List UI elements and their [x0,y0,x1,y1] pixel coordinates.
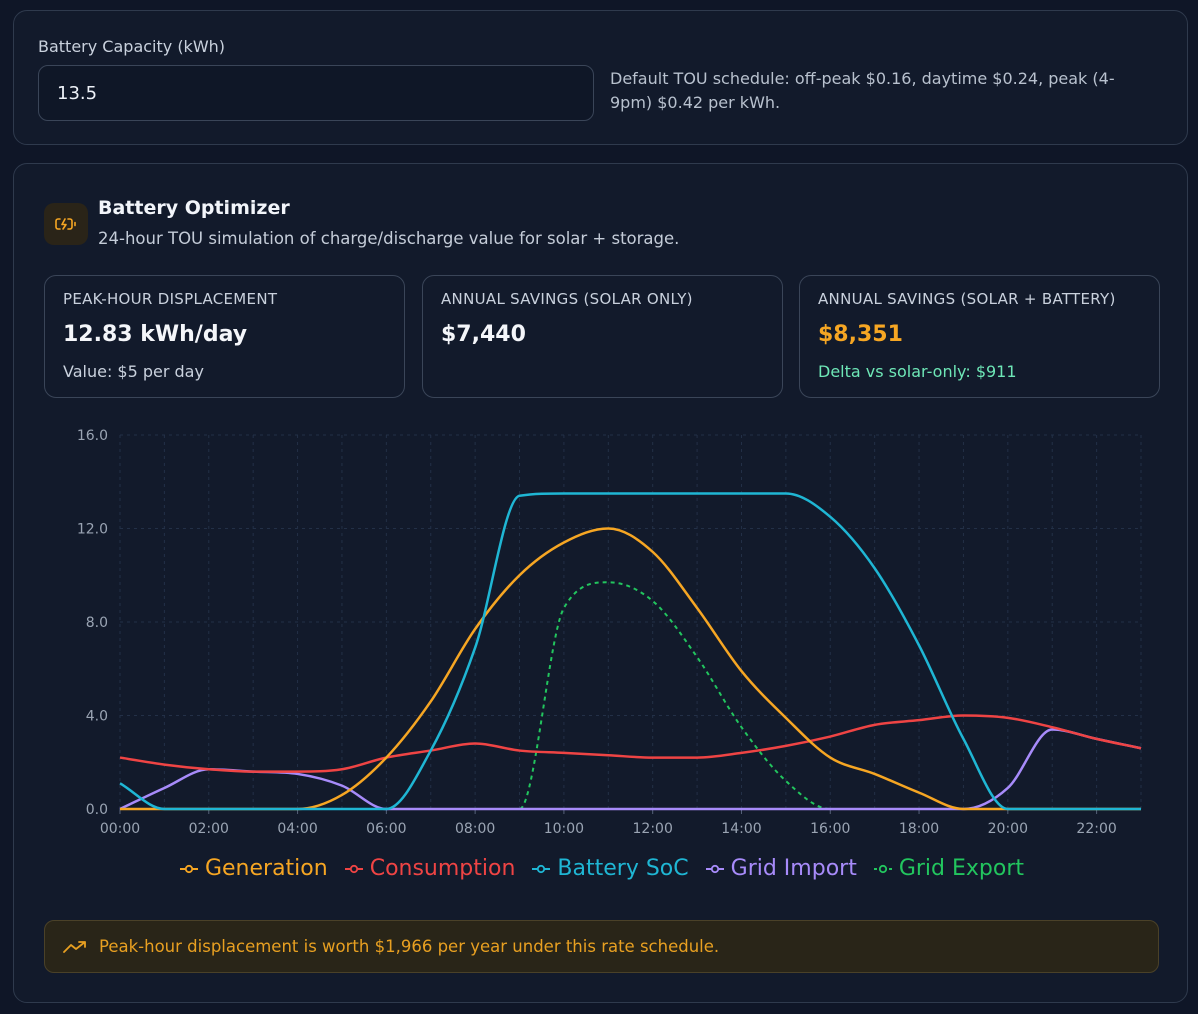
y-tick-label: 4.0 [86,709,108,725]
legend-item-consumption[interactable]: Consumption [344,856,516,881]
series-line-consumption [119,714,1142,773]
battery-optimizer-panel: Battery Optimizer 24-hour TOU simulation… [13,163,1188,1003]
card-value: 12.83 kWh/day [63,322,248,347]
legend-label: Consumption [369,856,516,881]
series-line-grid-export [120,581,1141,810]
battery-capacity-label: Battery Capacity (kWh) [38,37,226,56]
series-line-generation [120,527,1141,811]
savings-alert: Peak-hour displacement is worth $1,966 p… [44,920,1159,973]
x-tick-label: 20:00 [988,821,1028,837]
y-tick-label: 12.0 [77,522,108,538]
battery-capacity-panel: Battery Capacity (kWh) Default TOU sched… [13,10,1188,145]
peak-displacement-card: PEAK-HOUR DISPLACEMENT 12.83 kWh/day Val… [44,275,405,398]
trending-up-icon [63,940,86,953]
x-tick-label: 06:00 [366,821,406,837]
card-sub: Delta vs solar-only: $911 [818,362,1017,381]
y-tick-label: 16.0 [77,428,108,444]
legend-marker-icon [532,864,551,873]
x-tick-label: 12:00 [633,821,673,837]
card-sub: Value: $5 per day [63,362,204,381]
x-tick-label: 04:00 [277,821,317,837]
legend-label: Battery SoC [557,856,689,881]
legend-marker-icon [873,864,892,873]
x-tick-label: 14:00 [721,821,761,837]
solar-battery-savings-card: ANNUAL SAVINGS (SOLAR + BATTERY) $8,351 … [799,275,1160,398]
y-tick-label: 0.0 [86,802,108,818]
x-tick-label: 00:00 [100,821,140,837]
x-tick-label: 16:00 [810,821,850,837]
card-label: ANNUAL SAVINGS (SOLAR + BATTERY) [818,290,1116,308]
legend-item-grid-export[interactable]: Grid Export [873,856,1024,881]
alert-text: Peak-hour displacement is worth $1,966 p… [99,937,720,956]
legend-item-generation[interactable]: Generation [179,856,328,881]
legend-marker-icon [344,864,363,873]
legend-item-battery-soc[interactable]: Battery SoC [531,856,689,881]
x-tick-label: 10:00 [544,821,584,837]
x-tick-label: 02:00 [189,821,229,837]
x-tick-label: 18:00 [899,821,939,837]
x-tick-label: 08:00 [455,821,495,837]
legend-label: Grid Import [730,856,857,881]
optimizer-title: Battery Optimizer [98,197,290,219]
card-label: PEAK-HOUR DISPLACEMENT [63,290,278,308]
legend-item-grid-import[interactable]: Grid Import [705,856,857,881]
y-tick-label: 8.0 [86,615,108,631]
legend-label: Grid Export [898,856,1025,881]
solar-only-savings-card: ANNUAL SAVINGS (SOLAR ONLY) $7,440 [422,275,783,398]
legend-marker-icon [179,864,198,873]
card-value: $8,351 [818,322,903,347]
optimizer-subtitle: 24-hour TOU simulation of charge/dischar… [98,229,680,248]
card-label: ANNUAL SAVINGS (SOLAR ONLY) [441,290,693,308]
legend-marker-icon [705,864,724,873]
tou-schedule-note: Default TOU schedule: off-peak $0.16, da… [610,69,1115,112]
legend-label: Generation [204,856,328,881]
energy-chart: 0.0 4.0 8.0 12.0 16.0 00:00 02:00 04:00 06:00 08:… [77,428,1142,837]
card-value: $7,440 [441,322,526,347]
chart-legend: Generation Consumption Battery SoC Grid Imp… [14,856,1189,881]
battery-capacity-input[interactable] [38,65,594,121]
series-line-battery-soc [119,492,1141,811]
series-line-grid-import [119,728,1142,811]
battery-charging-icon [44,203,88,245]
x-tick-label: 22:00 [1076,821,1116,837]
